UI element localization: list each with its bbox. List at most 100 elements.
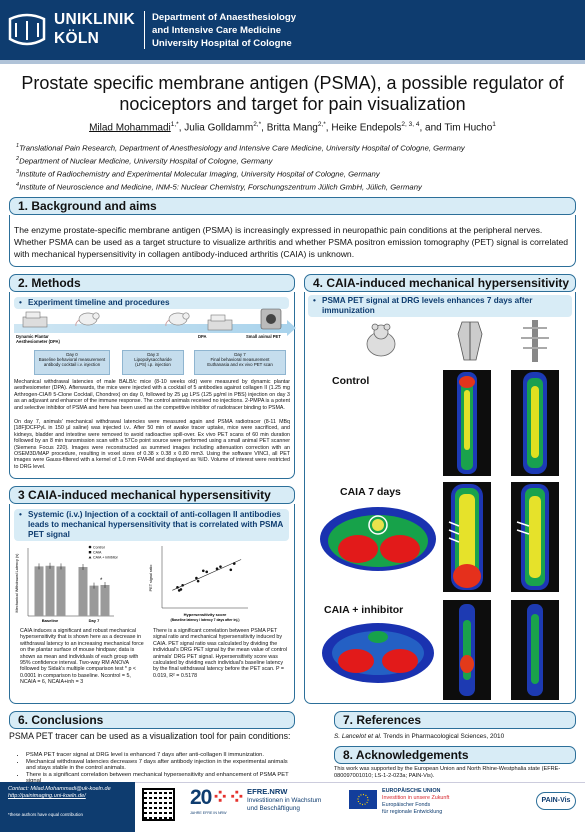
scatter-point xyxy=(229,568,233,572)
section-2-heading: 2. Methods xyxy=(9,274,295,292)
author-1-sup: 1,* xyxy=(170,121,179,128)
scatter-chart-caption: There is a significant correlation betwe… xyxy=(153,628,287,679)
contact-website-link[interactable]: http://painimaging.uni-koeln.de/ xyxy=(8,793,86,799)
pet-image-inhibitor-sagittal xyxy=(511,600,559,700)
contact-email-link[interactable]: Milad.Mohammadi@uk-koeln.de xyxy=(30,786,111,792)
section-4-heading: 4. CAIA-induced mechanical hypersensitiv… xyxy=(304,274,576,292)
efre-line-3: und Beschäftigung xyxy=(247,805,300,812)
pet-signal-scatter-chart: PET signal ratio Hypersensitivity score … xyxy=(149,546,248,622)
background-text: The enzyme prostate-specific membrane an… xyxy=(14,225,569,259)
significance-star: * xyxy=(100,578,103,584)
reference-source: Trends in Pharmacological Sciences, 2010 xyxy=(381,733,505,740)
author-4: , Heike Endepols xyxy=(325,122,402,134)
dpa-device-icon xyxy=(22,311,48,328)
title-line-2: nociceptors and target for pain visualiz… xyxy=(119,94,466,114)
results-subheading: Systemic (i.v.) Injection of a cocktail … xyxy=(14,509,289,541)
poster-header: UNIKLINIK KÖLN Department of Anaesthesio… xyxy=(0,0,585,66)
dept-line-2: and Intensive Care Medicine xyxy=(152,25,282,36)
bar-chart-ylabel: Mechanical Withdrawal Latency (s) xyxy=(15,553,19,613)
scatter-point xyxy=(219,565,222,568)
scatter-point xyxy=(176,586,179,589)
timeline-arrow xyxy=(14,320,296,336)
pet-heatmap-graphic xyxy=(459,604,475,696)
bar-caia-day-7 xyxy=(89,585,99,616)
pet-heatmap-graphic xyxy=(523,372,547,474)
author-3-sup: 2,* xyxy=(317,121,326,128)
pet-label-caia: CAIA 7 days xyxy=(340,486,401,498)
bar-control-baseline xyxy=(34,566,44,616)
author-5: , and Tim Hucho xyxy=(419,122,493,134)
pet-image-caia-axial xyxy=(318,503,438,573)
affiliation-text: Department of Nuclear Medicine, Universi… xyxy=(19,156,273,166)
author-1: Milad Mohammadi xyxy=(89,122,171,134)
pet-heatmap-graphic xyxy=(448,484,483,590)
acknowledgements-text: This work was supported by the European … xyxy=(334,766,561,779)
affiliation-num: 2 xyxy=(16,155,20,162)
pet-heatmap-graphic xyxy=(516,484,549,590)
affiliation-num: 4 xyxy=(16,181,20,188)
mouse-icon xyxy=(165,312,190,327)
pet-heatmap-graphic xyxy=(527,604,543,696)
conclusions-list: PSMA PET tracer signal at DRG level is e… xyxy=(20,752,298,785)
affiliation-num: 3 xyxy=(16,168,20,175)
mouse-spine-icon xyxy=(521,320,549,362)
eu-title: EUROPÄISCHE UNION xyxy=(382,788,441,794)
scatter-point xyxy=(232,562,236,565)
bar-chart-caption: CAIA induces a significant and robust me… xyxy=(20,628,144,686)
legend-marker xyxy=(88,551,92,554)
pet-heatmap-graphic xyxy=(457,372,477,474)
scatter-point xyxy=(179,588,183,591)
label-dpa: Dynamic Plantar Aesthesiometer (DPA) xyxy=(16,334,60,344)
bar-control-day-7 xyxy=(78,567,88,616)
reference-author: S. Lancelot et al. xyxy=(334,733,382,740)
withdrawal-latency-bar-chart: Mechanical Withdrawal Latency (s) Contro… xyxy=(15,545,119,623)
dept-line-1: Department of Anaesthesiology xyxy=(152,12,297,23)
reference-entry: S. Lancelot et al. Trends in Pharmacolog… xyxy=(334,733,504,740)
uniklinik-logo-icon xyxy=(6,9,48,51)
scatter-xlabel: Hypersensitivity score xyxy=(184,612,227,617)
experiment-timeline: Dynamic Plantar Aesthesiometer (DPA) DPA… xyxy=(14,308,296,377)
pet-subheading-text: PSMA PET signal at DRG levels enhances 7… xyxy=(322,296,533,315)
affiliation-item: 4Institute of Neuroscience and Medicine,… xyxy=(16,180,576,193)
scatter-point xyxy=(195,576,198,580)
equal-contribution-footnote: *these authors have equal contribution xyxy=(8,812,83,817)
pet-scanner-icon xyxy=(260,308,282,330)
results-subheading-text: Systemic (i.v.) Injection of a cocktail … xyxy=(28,510,283,539)
methods-subheading: Experiment timeline and procedures xyxy=(14,297,289,309)
pet-image-caia-coronal xyxy=(443,482,491,592)
legend-caia-inhibitor: CAIA + inhibitor xyxy=(93,555,119,559)
contact-info: Contact: Milad.Mohammadi@uk-koeln.de htt… xyxy=(8,786,111,800)
contact-label: Contact: xyxy=(8,786,31,792)
pain-vis-logo: PAIN-Vis xyxy=(536,792,576,810)
poster-title: Prostate specific membrane antigen (PSMA… xyxy=(10,73,575,115)
efre-20-years-logo: 20⁘⁘ xyxy=(190,786,246,810)
section-3-title: 3 CAIA-induced mechanical hypersensitivi… xyxy=(18,488,271,502)
legend-marker xyxy=(88,556,92,559)
header-divider xyxy=(144,11,145,49)
affiliation-item: 3Institute of Radiochemistry and Experim… xyxy=(16,167,576,180)
pet-heatmap-graphic xyxy=(320,507,436,571)
qr-code-icon[interactable] xyxy=(142,788,175,821)
timeline-day-0: Day 0 Baseline behavioral measurement an… xyxy=(34,350,110,375)
section-3-heading: 3 CAIA-induced mechanical hypersensitivi… xyxy=(9,486,295,504)
legend-caia: CAIA xyxy=(93,550,102,554)
author-3: , Britta Mang xyxy=(261,122,318,134)
dept-line-3: University Hospital of Cologne xyxy=(152,38,292,49)
methods-subheading-text: Experiment timeline and procedures xyxy=(28,298,170,307)
section-6-title: 6. Conclusions xyxy=(18,713,104,727)
institution-line-1: UNIKLINIK xyxy=(54,11,136,28)
scatter-point xyxy=(196,579,200,583)
scatter-point xyxy=(205,570,209,574)
legend-control: Control xyxy=(93,545,105,549)
eu-fund-logo: EUROPÄISCHE UNION Investition in unsere … xyxy=(382,788,449,816)
author-2-sup: 2,* xyxy=(253,121,262,128)
footer-contact-band xyxy=(0,782,135,832)
scatter-ylabel: PET signal ratio xyxy=(149,565,153,592)
section-4-title: 4. CAIA-induced mechanical hypersensitiv… xyxy=(313,276,570,290)
bar-caia-inhibitor-baseline xyxy=(56,566,66,616)
section-7-heading: 7. References xyxy=(334,711,576,729)
legend-marker xyxy=(88,545,92,549)
dpa-device-icon xyxy=(207,314,233,331)
section-8-title: 8. Acknowledgements xyxy=(343,748,469,762)
author-4-sup: 2, 3, 4 xyxy=(401,121,420,128)
